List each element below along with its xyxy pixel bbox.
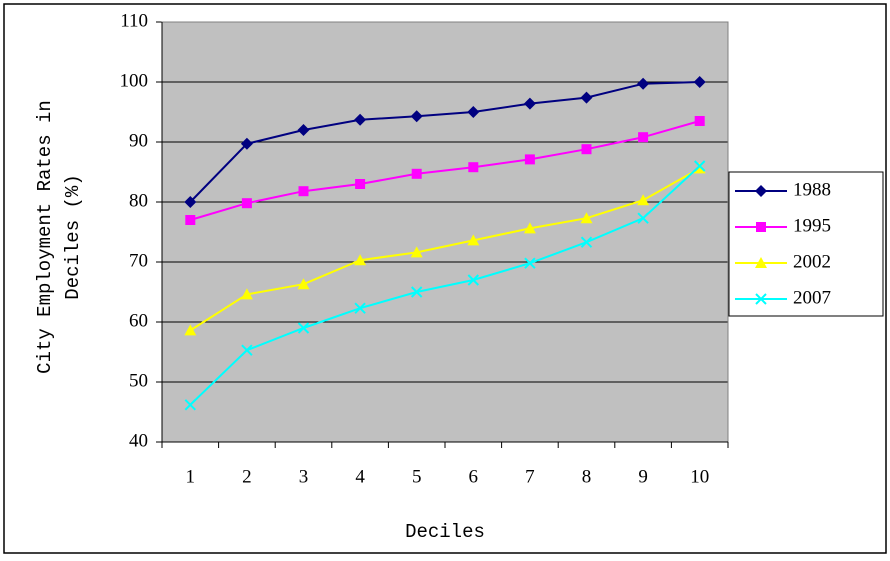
x-tick-label: 4 [355, 466, 365, 487]
marker [693, 160, 706, 172]
y-axis-title: Deciles (%) [62, 174, 84, 299]
series-line [189, 167, 701, 332]
y-axis-title: City Employment Rates in [34, 100, 56, 374]
marker [354, 113, 367, 126]
marker [581, 144, 592, 155]
marker [184, 196, 197, 208]
marker [468, 162, 479, 173]
marker [523, 97, 536, 110]
y-tick-label: 50 [129, 370, 148, 391]
marker [240, 137, 253, 150]
x-tick-label: 9 [638, 466, 648, 487]
marker [410, 286, 423, 298]
y-tick-label: 70 [129, 250, 148, 271]
marker [637, 212, 649, 224]
x-axis-title: Deciles [405, 521, 485, 543]
marker [467, 274, 480, 286]
plot-background [162, 22, 728, 442]
marker [523, 222, 536, 234]
y-tick-label: 60 [129, 310, 148, 331]
marker [410, 110, 423, 123]
marker [694, 116, 705, 126]
marker [637, 77, 650, 90]
x-tick-label: 2 [242, 466, 252, 487]
marker [755, 293, 767, 305]
marker [297, 278, 310, 290]
marker [467, 106, 480, 118]
series-line [189, 165, 701, 406]
y-tick-label: 80 [129, 190, 148, 211]
marker [298, 186, 309, 197]
marker [467, 234, 480, 246]
marker [411, 168, 422, 179]
series-line [190, 120, 700, 221]
marker [580, 91, 593, 104]
marker [185, 215, 196, 225]
marker [410, 246, 423, 258]
series-line [189, 81, 700, 203]
marker [755, 257, 767, 268]
legend-label: 2002 [793, 251, 831, 272]
marker [184, 399, 197, 411]
y-tick-label: 40 [129, 430, 148, 451]
marker [755, 185, 767, 197]
marker [241, 198, 252, 209]
y-tick-label: 90 [129, 130, 148, 151]
legend-label: 1988 [793, 179, 831, 200]
x-tick-label: 7 [525, 466, 535, 487]
marker [297, 124, 310, 136]
marker [693, 76, 706, 88]
x-tick-label: 5 [412, 466, 422, 487]
marker [693, 162, 706, 174]
y-tick-label: 110 [120, 10, 148, 31]
marker [524, 154, 535, 165]
marker [240, 288, 253, 300]
x-tick-label: 1 [186, 466, 196, 487]
x-tick-label: 10 [690, 466, 709, 487]
marker [637, 194, 650, 206]
marker [580, 236, 593, 248]
marker [354, 254, 367, 266]
x-tick-label: 8 [582, 466, 592, 487]
y-tick-label: 100 [120, 70, 149, 91]
marker [756, 222, 766, 232]
marker [297, 322, 310, 334]
marker [355, 179, 366, 189]
marker [524, 257, 536, 269]
legend-label: 2007 [793, 287, 831, 308]
marker [354, 302, 366, 314]
x-tick-label: 6 [469, 466, 479, 487]
legend-label: 1995 [793, 215, 831, 236]
legend-box [728, 171, 884, 317]
marker [580, 212, 593, 224]
marker [241, 344, 253, 356]
marker [638, 132, 649, 143]
marker [184, 324, 197, 336]
x-tick-label: 3 [299, 466, 309, 487]
